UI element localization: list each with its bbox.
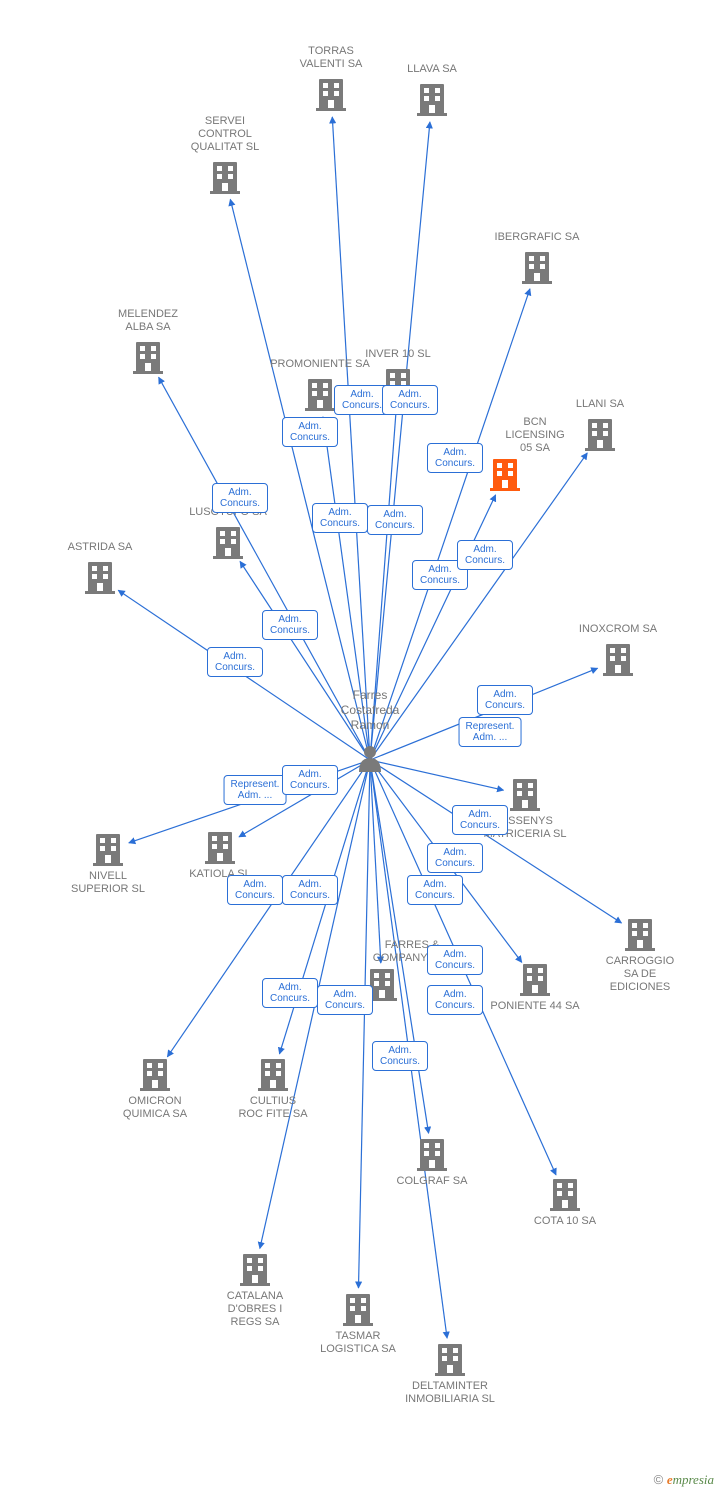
company-node-melendez[interactable]: [133, 342, 163, 374]
company-node-tasmar[interactable]: [343, 1294, 373, 1326]
company-node-omicron[interactable]: [140, 1059, 170, 1091]
edge-llava: [370, 122, 430, 760]
company-label-llava: LLAVA SA: [407, 63, 457, 76]
company-label-servei: SERVEI CONTROL QUALITAT SL: [191, 115, 259, 155]
edge-tag-colgraf: Adm. Concurs.: [372, 1041, 428, 1071]
edge-tag-farresco: Adm. Concurs.: [407, 875, 463, 905]
company-node-bcn[interactable]: [490, 459, 520, 491]
company-node-ibergrafic[interactable]: [522, 252, 552, 284]
company-label-omicron: OMICRON QUIMICA SA: [123, 1095, 187, 1121]
edge-tag-promoniente: Adm. Concurs.: [312, 503, 368, 533]
edge-tag-llani: Adm. Concurs.: [457, 540, 513, 570]
company-node-llava[interactable]: [417, 84, 447, 116]
company-label-inoxcrom: INOXCROM SA: [579, 623, 657, 636]
company-node-cultius[interactable]: [258, 1059, 288, 1091]
company-label-cultius: CULTIUS ROC FITE SA: [238, 1095, 307, 1121]
edge-tag-inoxcrom: Adm. Concurs.: [477, 685, 533, 715]
company-label-melendez: MELENDEZ ALBA SA: [118, 308, 178, 334]
edge-tag-cultius: Adm. Concurs.: [282, 875, 338, 905]
edge-tasmar: [358, 760, 370, 1288]
edge-dissenys: [370, 760, 504, 790]
company-label-inver10: INVER 10 SL: [365, 348, 430, 361]
edge-tag-ibergrafic: Adm. Concurs.: [427, 443, 483, 473]
center-person-label: Farres Costafreda Ramon: [341, 688, 400, 733]
company-label-llani: LLANI SA: [576, 398, 624, 411]
company-node-servei[interactable]: [210, 162, 240, 194]
company-node-deltaminter[interactable]: [435, 1344, 465, 1376]
company-node-poniente[interactable]: [520, 964, 550, 996]
company-label-bcn: BCN LICENSING 05 SA: [505, 416, 564, 456]
company-node-cota10[interactable]: [550, 1179, 580, 1211]
network-canvas: [0, 0, 728, 1500]
company-node-llani[interactable]: [585, 419, 615, 451]
edge-tag-astrida: Adm. Concurs.: [207, 647, 263, 677]
edge-tag-cota10: Adm. Concurs.: [427, 945, 483, 975]
edge-tag-nivell: Represent. Adm. ...: [224, 775, 287, 805]
edge-tag-omicron: Adm. Concurs.: [227, 875, 283, 905]
edge-farresco: [370, 760, 381, 963]
company-node-lusotufo[interactable]: [213, 527, 243, 559]
edge-tag-katiola: Adm. Concurs.: [282, 765, 338, 795]
edge-tag-inver10: Adm. Concurs.: [367, 505, 423, 535]
company-node-inoxcrom[interactable]: [603, 644, 633, 676]
edge-tag-carroggio: Adm. Concurs.: [452, 805, 508, 835]
company-label-astrida: ASTRIDA SA: [68, 541, 133, 554]
company-label-ibergrafic: IBERGRAFIC SA: [495, 231, 580, 244]
footer-credit: © empresia: [654, 1472, 714, 1488]
company-label-cota10: COTA 10 SA: [534, 1215, 596, 1228]
company-label-nivell: NIVELL SUPERIOR SL: [71, 870, 145, 896]
company-node-carroggio[interactable]: [625, 919, 655, 951]
company-label-poniente: PONIENTE 44 SA: [490, 1000, 579, 1013]
edge-tag-servei: Adm. Concurs.: [282, 417, 338, 447]
company-node-katiola[interactable]: [205, 832, 235, 864]
edge-tag-melendez: Adm. Concurs.: [212, 483, 268, 513]
company-node-astrida[interactable]: [85, 562, 115, 594]
company-label-tasmar: TASMAR LOGISTICA SA: [320, 1330, 396, 1356]
edge-tag-deltaminter: Adm. Concurs.: [427, 985, 483, 1015]
company-node-dissenys[interactable]: [510, 779, 540, 811]
company-label-colgraf: COLGRAF SA: [397, 1175, 468, 1188]
edge-tag-llava: Adm. Concurs.: [382, 385, 438, 415]
edge-tag-poniente: Adm. Concurs.: [427, 843, 483, 873]
company-label-deltaminter: DELTAMINTER INMOBILIARIA SL: [405, 1380, 495, 1406]
edge-tag-lusotufo: Adm. Concurs.: [262, 610, 318, 640]
company-node-catalana[interactable]: [240, 1254, 270, 1286]
edge-tag-catalana: Adm. Concurs.: [262, 978, 318, 1008]
edge-tag-tasmar: Adm. Concurs.: [317, 985, 373, 1015]
company-label-promoniente: PROMONIENTE SA: [270, 358, 370, 371]
company-node-promoniente[interactable]: [305, 379, 335, 411]
company-label-carroggio: CARROGGIO SA DE EDICIONES: [606, 955, 674, 995]
edge-melendez: [159, 377, 370, 760]
company-node-torras[interactable]: [316, 79, 346, 111]
company-node-colgraf[interactable]: [417, 1139, 447, 1171]
edge-tag-dissenys: Represent. Adm. ...: [459, 717, 522, 747]
company-label-catalana: CATALANA D'OBRES I REGS SA: [227, 1290, 283, 1330]
company-label-torras: TORRAS VALENTI SA: [300, 45, 363, 71]
company-node-nivell[interactable]: [93, 834, 123, 866]
